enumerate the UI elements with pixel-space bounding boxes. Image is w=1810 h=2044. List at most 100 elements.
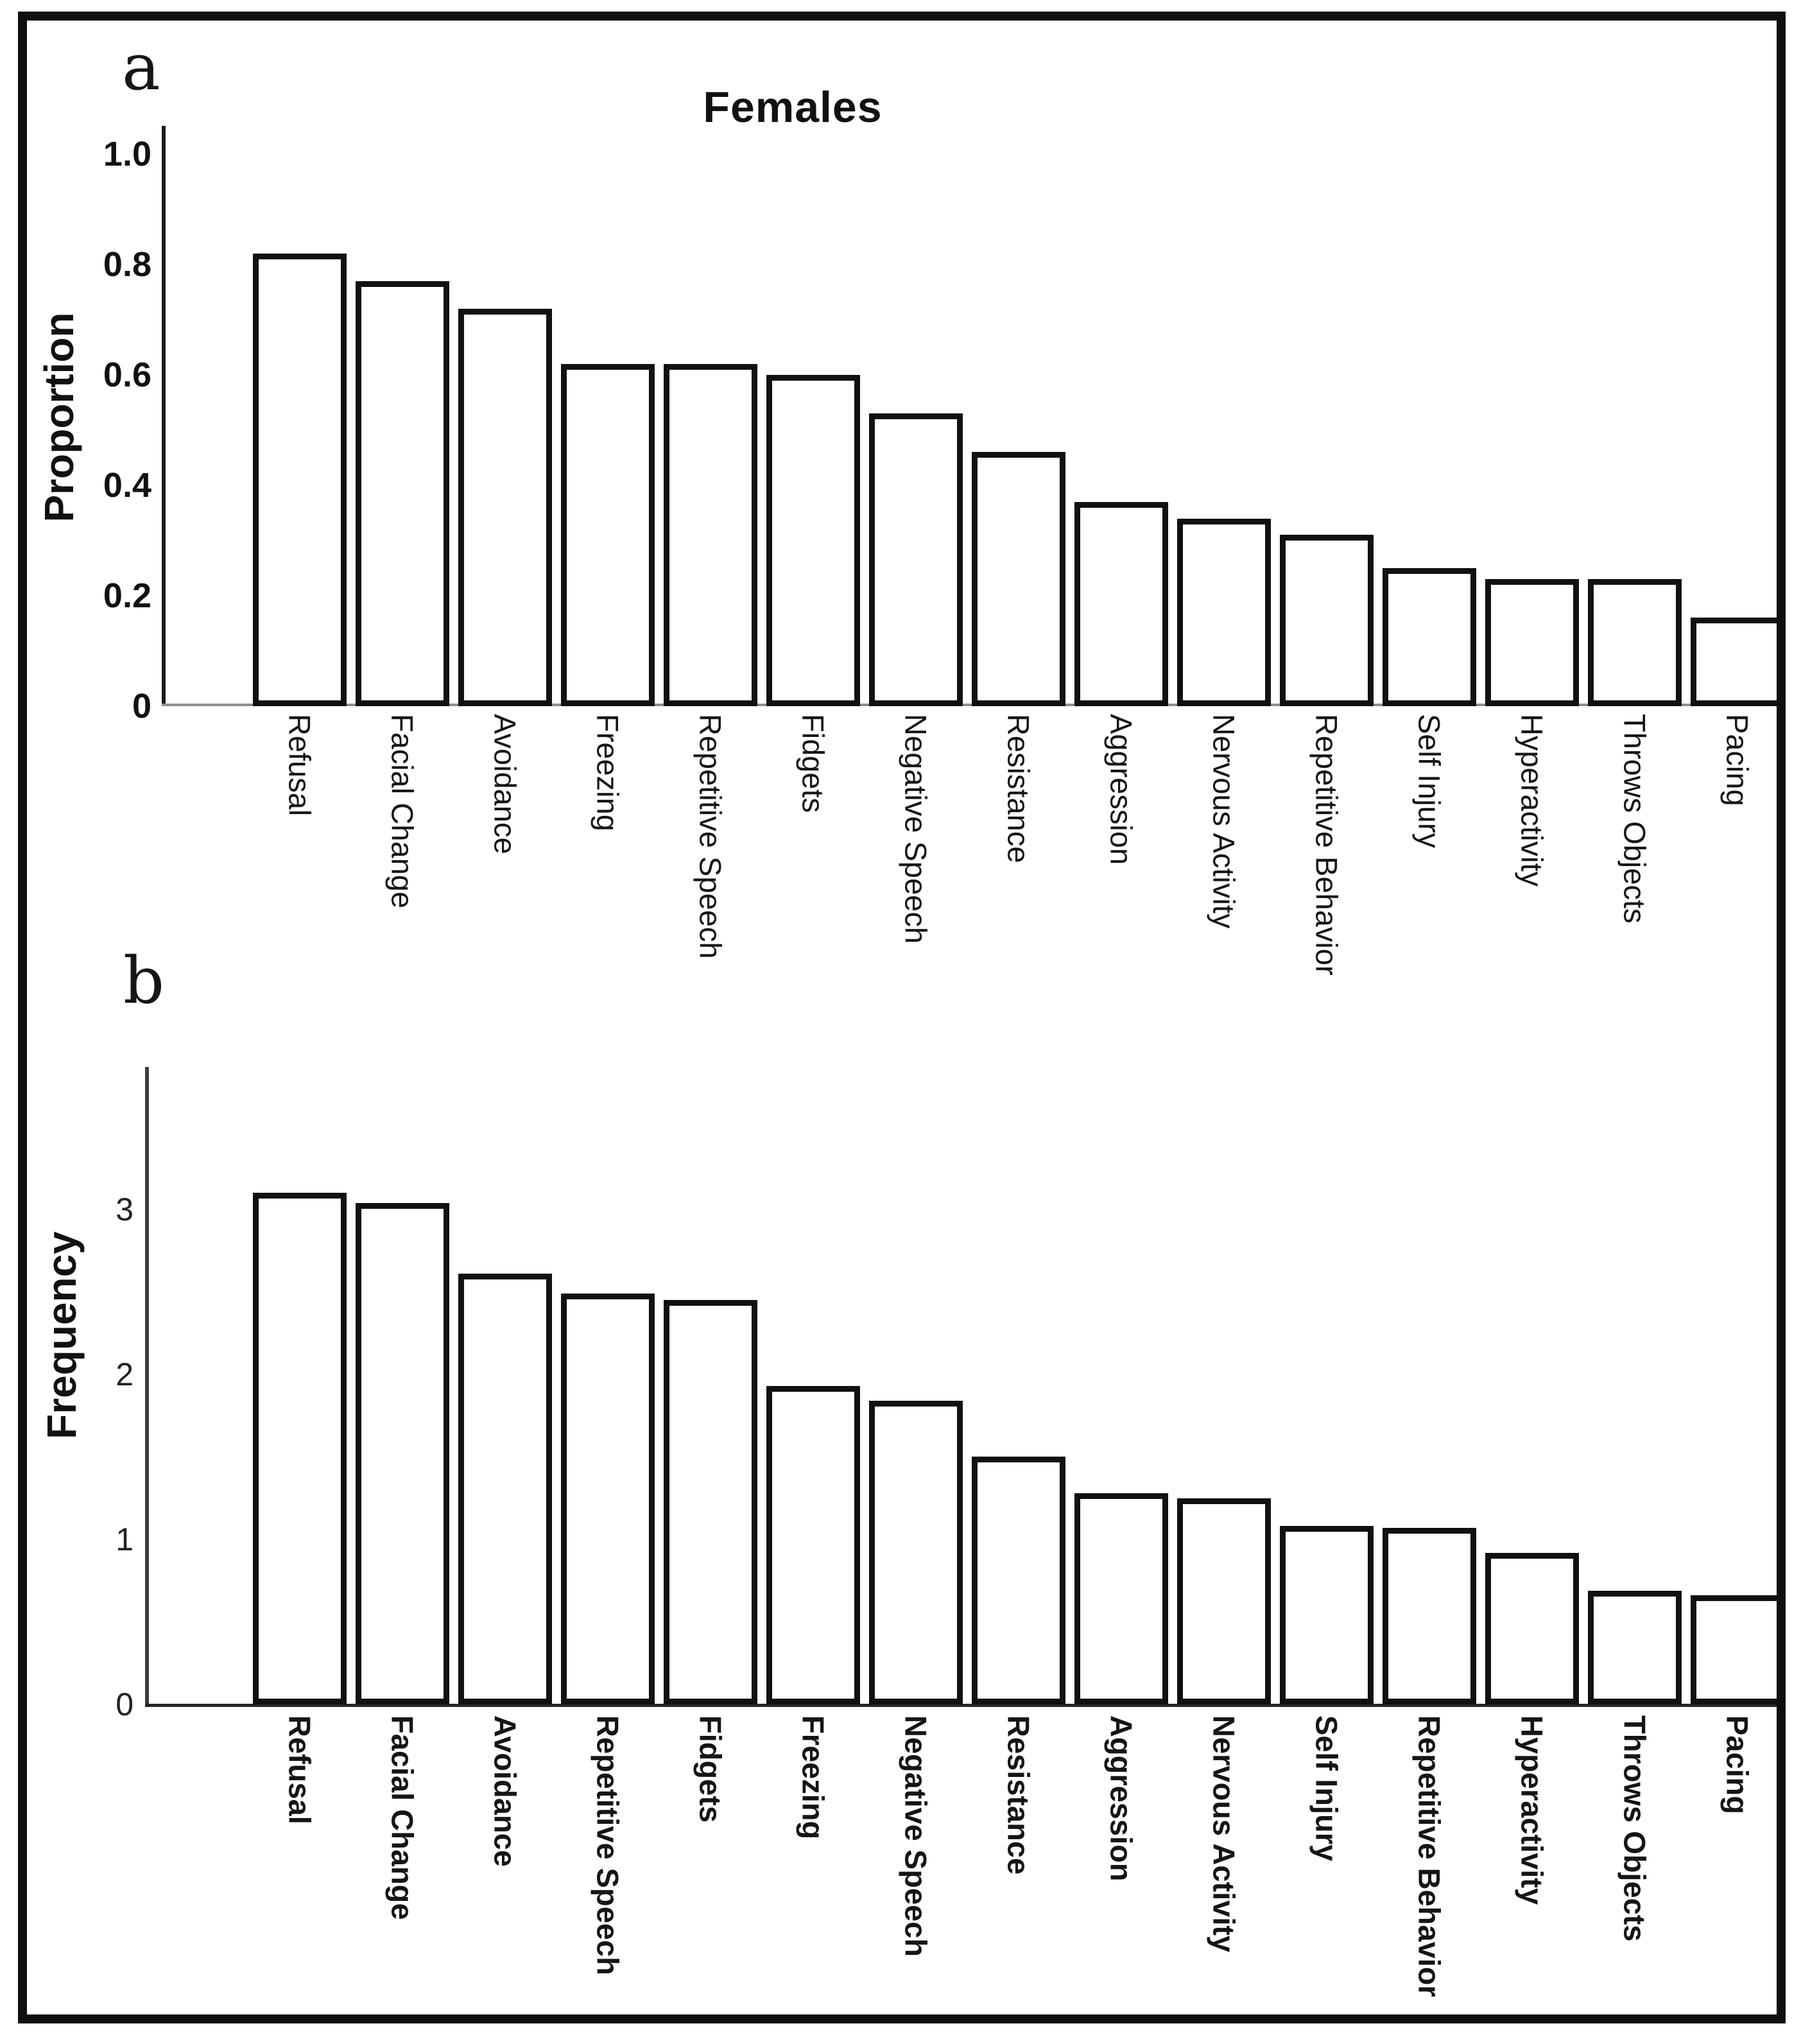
x-category-label: Resistance — [1001, 714, 1036, 863]
bar-b-facial-change — [356, 1203, 449, 1704]
x-label-cell: Throws Objects — [1588, 714, 1682, 1141]
x-category-label: Self Injury — [1412, 714, 1447, 848]
x-category-label: Freezing — [796, 1715, 831, 1840]
x-category-label: Pacing — [1720, 1715, 1755, 1815]
bar-a-pacing — [1691, 618, 1784, 706]
bar-a-facial-change — [356, 281, 449, 706]
x-label-cell: Negative Speech — [869, 1715, 963, 2023]
bar-b-resistance — [972, 1457, 1065, 1704]
y-tick-label: 2 — [116, 1356, 134, 1392]
x-label-cell: Freezing — [561, 714, 655, 1141]
x-category-label: Freezing — [590, 714, 625, 831]
bar-b-fidgets — [664, 1300, 757, 1704]
bar-a-repetitive-speech — [664, 364, 757, 706]
x-label-cell: Throws Objects — [1588, 1715, 1682, 2023]
y-tick-label: 0.8 — [103, 245, 151, 284]
x-category-label: Hyperactivity — [1515, 714, 1549, 887]
x-label-cell: Resistance — [972, 714, 1065, 1141]
bar-b-repetitive-behavior — [1383, 1528, 1476, 1704]
y-tick-labels-b: 3 2 1 0 — [23, 0, 134, 2044]
x-category-label: Aggression — [1104, 714, 1139, 865]
x-category-label: Hyperactivity — [1515, 1715, 1549, 1905]
x-label-cell: Fidgets — [766, 714, 860, 1141]
bar-a-refusal — [253, 254, 347, 706]
bar-a-avoidance — [458, 309, 552, 706]
y-axis-line-a — [162, 126, 166, 706]
x-label-cell: Refusal — [253, 714, 347, 1141]
bar-b-avoidance — [458, 1274, 552, 1704]
bar-a-throws-objects — [1588, 579, 1682, 706]
y-tick-label: 0.6 — [103, 356, 151, 394]
x-label-cell: Pacing — [1691, 714, 1784, 1141]
x-category-label: Nervous Activity — [1207, 714, 1241, 929]
bar-a-hyperactivity — [1485, 579, 1579, 706]
x-category-label: Resistance — [1001, 1715, 1036, 1875]
bar-b-freezing — [766, 1386, 860, 1704]
x-label-cell: Repetitive Behavior — [1280, 714, 1374, 1141]
y-tick-label: 0.4 — [103, 466, 151, 505]
x-category-label: Repetitive Behavior — [1412, 1715, 1447, 1997]
bar-b-hyperactivity — [1485, 1553, 1579, 1704]
x-category-labels-a: Refusal Facial Change Avoidance Freezing Rep… — [253, 714, 1784, 1141]
bar-a-nervous-activity — [1177, 519, 1271, 706]
x-category-label: Negative Speech — [899, 1715, 933, 1957]
bar-a-self-injury — [1383, 568, 1476, 706]
y-tick-label: 1.0 — [103, 135, 151, 173]
x-label-cell: Facial Change — [356, 714, 449, 1141]
x-label-cell: Nervous Activity — [1177, 714, 1271, 1141]
y-tick-label: 1 — [116, 1521, 134, 1557]
x-category-label: Negative Speech — [899, 714, 933, 944]
x-label-cell: Avoidance — [458, 714, 552, 1141]
x-category-label: Fidgets — [693, 1715, 728, 1823]
x-category-label: Avoidance — [488, 1715, 522, 1867]
y-axis-line-b — [145, 1067, 149, 1706]
y-tick-label: 3 — [116, 1191, 134, 1227]
x-label-cell: Nervous Activity — [1177, 1715, 1271, 2023]
bar-b-refusal — [253, 1193, 347, 1704]
bar-a-freezing — [561, 364, 655, 706]
x-label-cell: Aggression — [1074, 714, 1168, 1141]
x-axis-line-b — [145, 1704, 1786, 1707]
y-tick-label: 0 — [132, 687, 151, 725]
x-label-cell: Fidgets — [664, 1715, 757, 2023]
x-label-cell: Freezing — [766, 1715, 860, 2023]
bar-a-resistance — [972, 452, 1065, 706]
x-category-label: Facial Change — [385, 714, 420, 909]
y-tick-label: 0.2 — [103, 576, 151, 615]
x-label-cell: Aggression — [1074, 1715, 1168, 2023]
x-label-cell: Hyperactivity — [1485, 1715, 1579, 2023]
bar-a-aggression — [1074, 502, 1168, 706]
x-category-label: Pacing — [1720, 714, 1755, 806]
x-label-cell: Negative Speech — [869, 714, 963, 1141]
panel-b-label: b — [123, 943, 165, 1018]
x-category-label: Refusal — [282, 1715, 317, 1824]
x-category-label: Aggression — [1104, 1715, 1139, 1882]
x-label-cell: Repetitive Behavior — [1383, 1715, 1476, 2023]
bar-group-b — [253, 1066, 1784, 1704]
bar-a-repetitive-behavior — [1280, 535, 1374, 706]
bar-a-negative-speech — [869, 413, 963, 706]
x-label-cell: Self Injury — [1280, 1715, 1374, 2023]
x-category-label: Nervous Activity — [1207, 1715, 1241, 1953]
bar-b-throws-objects — [1588, 1591, 1682, 1704]
x-label-cell: Refusal — [253, 1715, 347, 2023]
bar-group-a — [253, 154, 1784, 706]
x-label-cell: Self Injury — [1383, 714, 1476, 1141]
x-category-label: Facial Change — [385, 1715, 420, 1920]
bar-b-self-injury — [1280, 1526, 1374, 1704]
x-category-labels-b: Refusal Facial Change Avoidance Repetitive … — [253, 1715, 1784, 2023]
bar-b-aggression — [1074, 1493, 1168, 1704]
x-label-cell: Repetitive Speech — [561, 1715, 655, 2023]
x-category-label: Repetitive Speech — [590, 1715, 625, 1975]
x-label-cell: Avoidance — [458, 1715, 552, 2023]
y-tick-labels-a: 1.0 0.8 0.6 0.4 0.2 0 — [23, 0, 151, 2044]
y-tick-label: 0 — [116, 1686, 134, 1722]
x-category-label: Self Injury — [1309, 1715, 1344, 1862]
bar-a-fidgets — [766, 375, 860, 706]
x-category-label: Repetitive Speech — [693, 714, 728, 959]
x-category-label: Refusal — [282, 714, 317, 817]
panel-a-label: a — [122, 30, 160, 105]
x-label-cell: Pacing — [1691, 1715, 1784, 2023]
bar-b-repetitive-speech — [561, 1294, 655, 1704]
